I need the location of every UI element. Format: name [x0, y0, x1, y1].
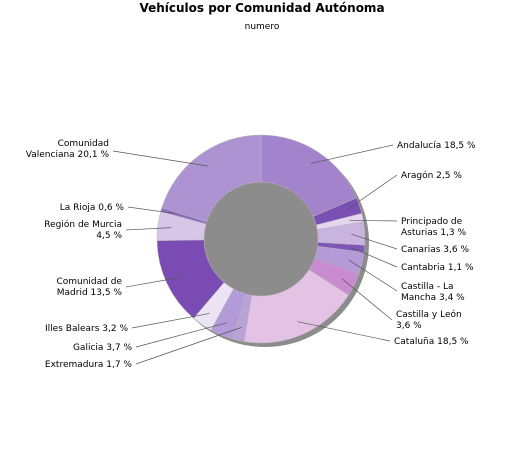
slice-label-illes-balears: Illes Balears 3,2 % [45, 324, 128, 334]
slice-labels: Andalucía 18,5 % Aragón 2,5 % Principado d… [26, 139, 476, 370]
chart-subtitle: numero [245, 22, 280, 32]
leader-line-la-rioja [127, 206, 175, 214]
slice-label-aragon: Aragón 2,5 % [401, 170, 462, 181]
slice-label-castilla-la-mancha: Castilla - La Mancha 3,4 % [401, 282, 465, 303]
donut-slices [156, 134, 366, 344]
leader-line-castilla-la-mancha [348, 259, 398, 292]
leader-line-cataluna [297, 321, 391, 342]
slice-label-andalucia: Andalucía 18,5 % [397, 141, 476, 151]
leader-line-extremadura [135, 327, 242, 365]
leader-line-region-de-murcia [125, 227, 172, 231]
leader-line-comunidad-valenciana [112, 150, 208, 167]
slice-label-region-de-murcia: Región de Murcia 4,5 % [44, 219, 122, 241]
slice-label-comunidad-de-madrid: Comunidad de Madrid 13,5 % [56, 277, 122, 298]
slice-label-castilla-y-leon: Castilla y León 3,6 % [396, 309, 462, 331]
slice-label-principado-de-asturias: Principado de Asturias 1,3 % [401, 217, 467, 238]
leader-line-andalucia [310, 144, 394, 164]
leader-line-illes-balears [131, 313, 210, 329]
leader-line-canarias [351, 233, 398, 250]
leader-line-principado-de-asturias [349, 219, 398, 222]
slice-label-comunidad-valenciana: Comunidad Valenciana 20,1 % [26, 139, 110, 160]
leader-line-galicia [135, 322, 227, 348]
slice-label-galicia: Galicia 3,7 % [73, 343, 132, 353]
leader-line-aragon [346, 174, 398, 211]
leader-line-cantabria [350, 247, 398, 268]
slice-comunidad-valenciana [161, 134, 262, 223]
leader-line-castilla-y-leon [342, 278, 393, 321]
slice-label-canarias: Canarias 3,6 % [401, 245, 469, 255]
chart-title: Vehículos por Comunidad Autónoma [139, 1, 384, 15]
slice-label-cantabria: Cantabria 1,1 % [401, 263, 474, 273]
leader-line-comunidad-de-madrid [125, 277, 180, 288]
leader-lines [112, 144, 398, 365]
slice-label-extremadura: Extremadura 1,7 % [45, 360, 133, 370]
slice-label-la-rioja: La Rioja 0,6 % [60, 203, 125, 213]
slice-label-cataluna: Cataluña 18,5 % [394, 337, 469, 347]
